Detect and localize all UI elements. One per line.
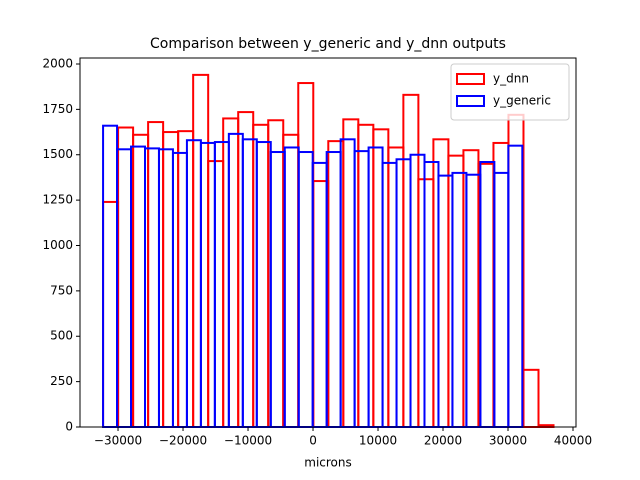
y-tick-label: 1500 <box>42 147 73 161</box>
legend-swatch <box>456 95 485 107</box>
x-tick-label: −10000 <box>224 434 272 448</box>
x-tick-label: 30000 <box>489 434 527 448</box>
chart-title: Comparison between y_generic and y_dnn o… <box>150 36 506 52</box>
x-tick-label: 40000 <box>554 434 592 448</box>
legend-swatch <box>456 73 485 85</box>
y-tick-label: 2000 <box>42 56 73 70</box>
x-axis-label: microns <box>304 456 352 470</box>
x-tick-label: −20000 <box>159 434 207 448</box>
legend-label: y_generic <box>493 94 551 108</box>
legend-label: y_dnn <box>493 72 529 86</box>
x-tick-label: 10000 <box>359 434 397 448</box>
x-tick-label: 20000 <box>424 434 462 448</box>
y-tick-label: 750 <box>50 283 73 297</box>
y-tick-label: 500 <box>50 329 73 343</box>
x-tick-label: −30000 <box>94 434 142 448</box>
x-tick-label: 0 <box>309 434 317 448</box>
y-tick-label: 250 <box>50 374 73 388</box>
y-tick-label: 1250 <box>42 193 73 207</box>
y-tick-label: 1750 <box>42 102 73 116</box>
axes-frame <box>79 57 577 428</box>
y-tick-label: 1000 <box>42 238 73 252</box>
y-tick-label: 0 <box>65 420 73 434</box>
